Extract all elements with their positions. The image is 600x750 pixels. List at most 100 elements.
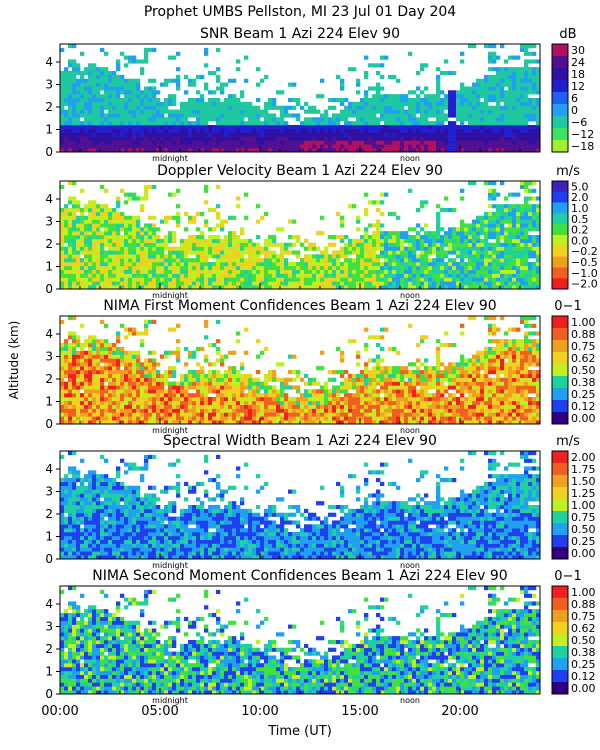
heatmap-cell [488,181,493,186]
heatmap-cell [480,90,485,95]
heatmap-cell [132,101,137,107]
heatmap-cell [436,98,441,103]
heatmap-cell [468,101,473,107]
heatmap-cell [60,254,65,259]
heatmap-cell [316,262,321,267]
heatmap-cell [152,246,157,251]
heatmap-cell [376,125,381,130]
heatmap-cell [120,250,125,255]
heatmap-cell [148,262,153,267]
heatmap-cell [372,254,377,259]
heatmap-cell [340,215,345,220]
heatmap-cell [516,125,521,130]
heatmap-cell [468,277,473,282]
heatmap-cell [356,82,361,87]
heatmap-cell [208,117,213,122]
heatmap-cell [428,113,433,118]
heatmap-cell [204,148,209,153]
heatmap-cell [188,262,193,267]
heatmap-cell [416,98,421,103]
heatmap-cell [220,82,225,87]
heatmap-cell [516,215,521,220]
heatmap-cell [152,350,157,355]
heatmap-cell [396,148,401,153]
heatmap-cell [68,231,73,236]
heatmap-cell [336,281,341,286]
heatmap-cell [80,94,85,99]
heatmap-cell [136,250,141,255]
heatmap-cell [140,420,145,425]
heatmap-cell [416,262,421,267]
heatmap-cell [452,71,457,76]
heatmap-cell [184,416,189,421]
heatmap-cell [452,285,457,290]
heatmap-cell [180,393,185,398]
heatmap-cell [364,74,369,80]
heatmap-cell [464,285,469,290]
heatmap-cell [84,339,89,344]
heatmap-cell [408,148,413,153]
heatmap-cell [500,109,505,114]
heatmap-cell [456,262,461,267]
heatmap-cell [124,416,129,421]
heatmap-cell [380,117,385,122]
heatmap-cell [212,98,217,103]
heatmap-cell [132,277,137,282]
heatmap-cell [60,362,65,367]
heatmap-cell [192,350,197,355]
heatmap-cell [132,82,137,87]
heatmap-cell [176,128,181,134]
heatmap-cell [212,420,217,425]
heatmap-cell [492,140,497,145]
heatmap-cell [496,86,501,91]
heatmap-cell [280,285,285,290]
heatmap-cell [92,281,97,286]
heatmap-cell [180,258,185,263]
heatmap-cell [136,277,141,282]
heatmap-cell [240,128,245,134]
heatmap-cell [328,132,333,137]
heatmap-cell [64,132,69,137]
heatmap-cell [136,109,141,114]
heatmap-cell [448,269,453,274]
heatmap-cell [240,94,245,99]
heatmap-cell [336,136,341,141]
heatmap-cell [124,273,129,278]
heatmap-cell [236,59,241,64]
heatmap-cell [80,362,85,367]
heatmap-cell [196,416,201,421]
heatmap-cell [428,140,433,145]
heatmap-cell [512,125,517,130]
heatmap-cell [72,362,77,367]
heatmap-cell [460,262,465,267]
heatmap-cell [124,90,129,95]
heatmap-cell [480,258,485,263]
heatmap-cell [240,238,245,244]
heatmap-cell [196,373,201,379]
heatmap-cell [184,90,189,95]
heatmap-cell [496,132,501,137]
heatmap-cell [372,200,377,205]
heatmap-cell [204,323,209,328]
heatmap-cell [96,358,101,363]
heatmap-cell [176,117,181,122]
heatmap-cell [128,389,133,394]
heatmap-cell [372,242,377,247]
heatmap-cell [220,250,225,255]
heatmap-cell [296,136,301,141]
heatmap-cell [172,381,177,386]
heatmap-cell [416,121,421,126]
heatmap-cell [84,94,89,99]
heatmap-cell [100,231,105,236]
heatmap-cell [376,148,381,153]
heatmap-cell [460,144,465,149]
heatmap-cell [392,136,397,141]
heatmap-cell [64,86,69,91]
heatmap-cell [448,132,453,137]
heatmap-cell [524,250,529,255]
heatmap-cell [380,269,385,274]
heatmap-cell [216,250,221,255]
heatmap-cell [248,105,253,110]
heatmap-cell [140,208,145,213]
heatmap-cell [108,144,113,149]
